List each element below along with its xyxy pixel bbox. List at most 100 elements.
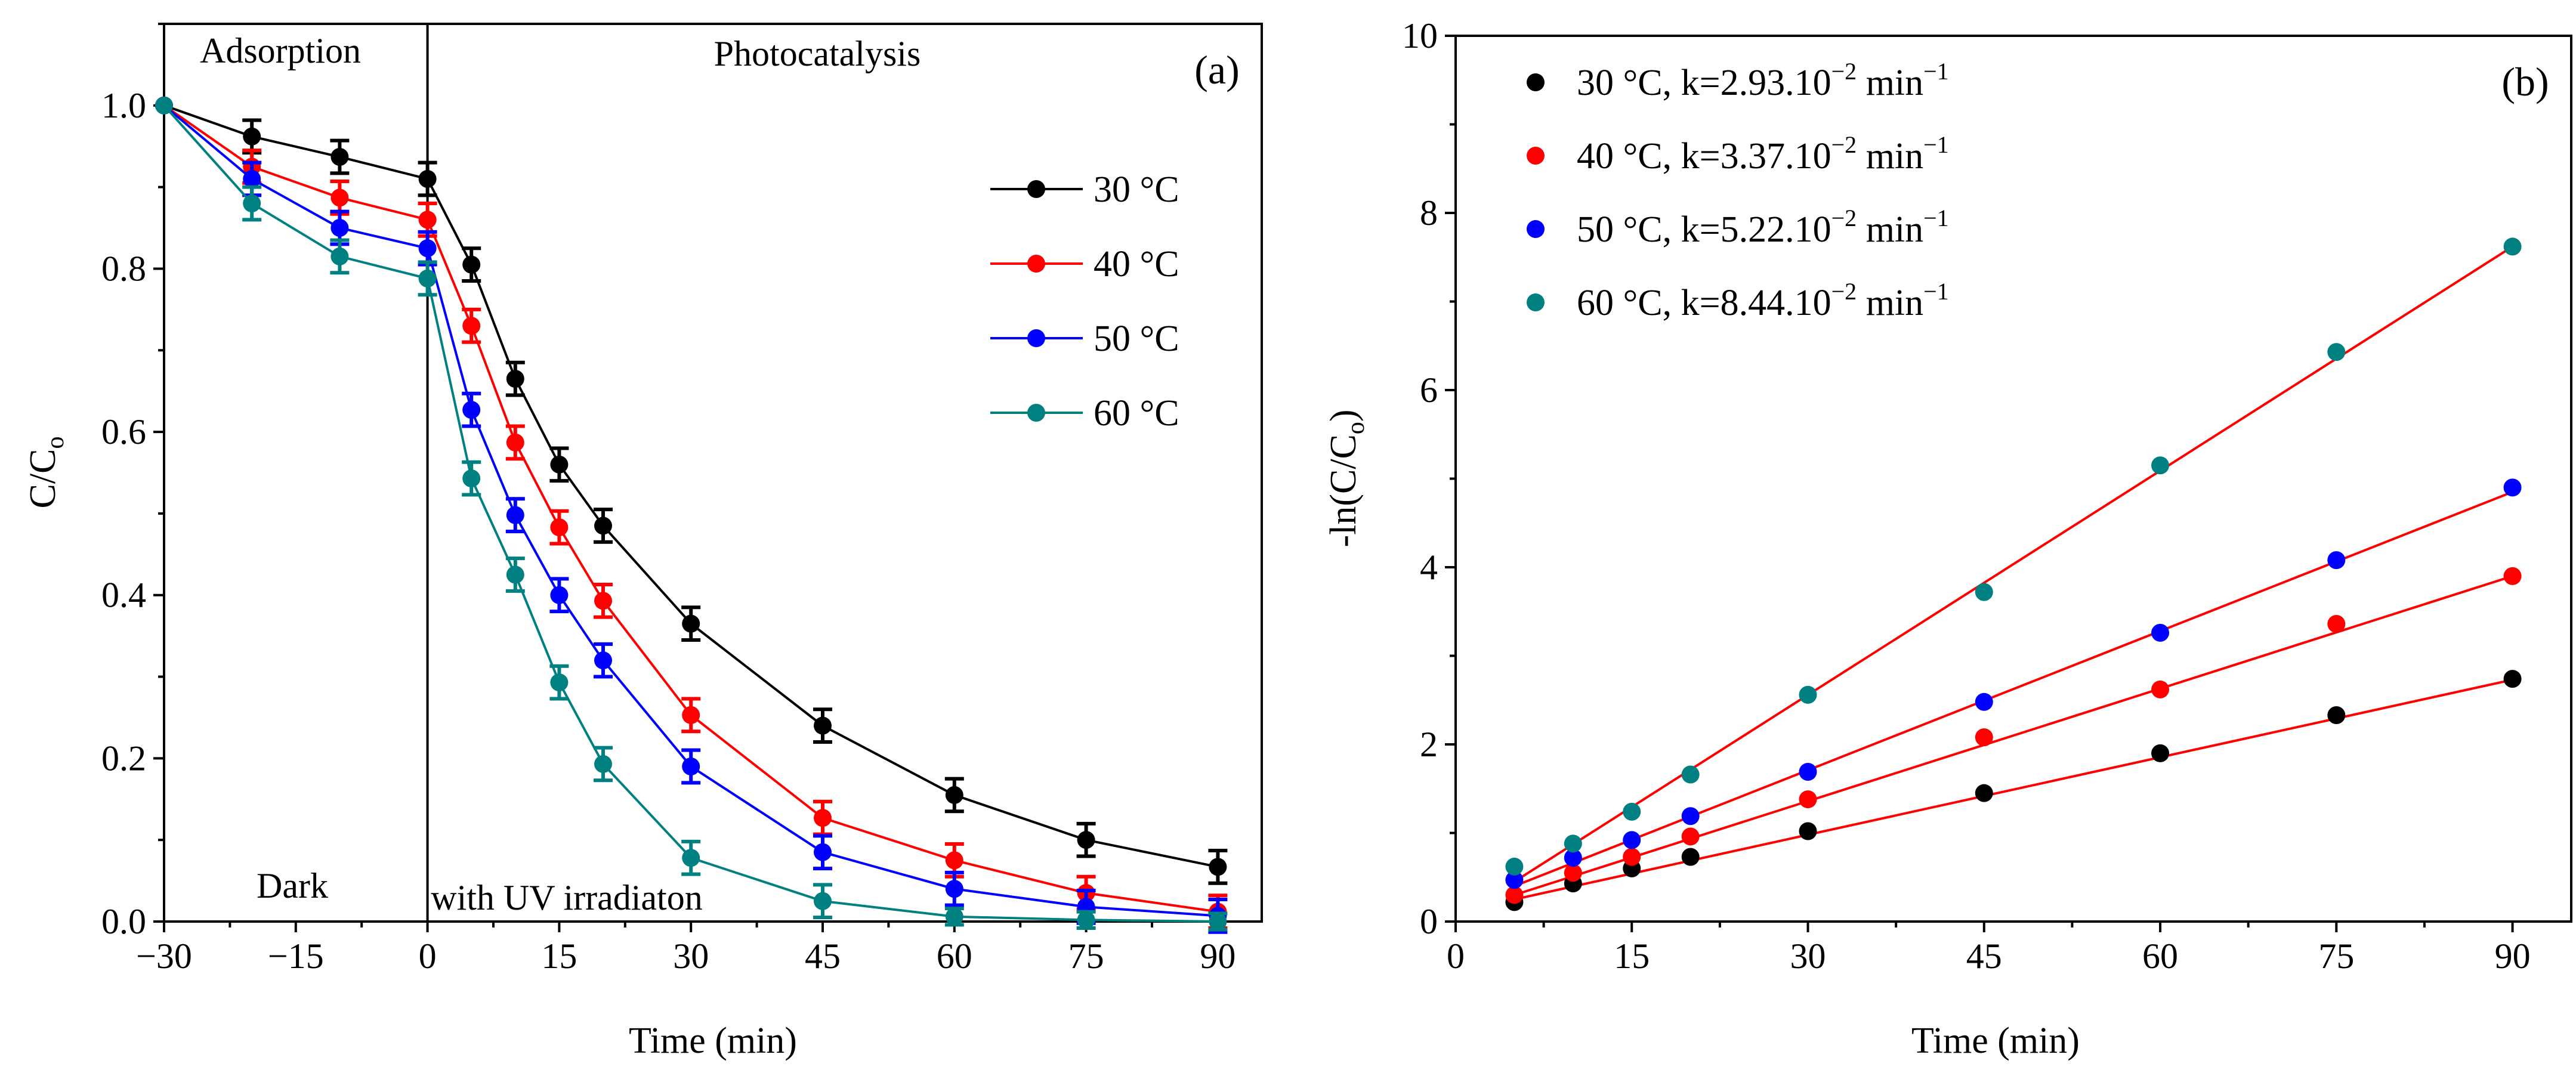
data-point-60C: [506, 565, 524, 584]
data-point-40C: [1681, 827, 1700, 846]
data-point-60C: [945, 907, 963, 926]
data-point-40C: [1564, 864, 1582, 882]
data-point-50C: [2327, 551, 2346, 570]
data-point-30C: [243, 127, 261, 146]
data-point-50C: [418, 239, 437, 258]
panel-a-degradation-chart: (a) Adsorption Photocatalysis Dark with …: [23, 23, 1263, 1061]
panel-a-series: [155, 96, 1228, 934]
data-point-30C: [1681, 848, 1700, 866]
data-point-30C: [1209, 858, 1227, 876]
panel-b-fit-lines: [1514, 245, 2513, 901]
panel-b-series: [1505, 237, 2522, 911]
y-tick-label: 10: [1402, 16, 1438, 55]
data-point-50C: [331, 219, 349, 237]
fit-line-40C: [1514, 574, 2513, 896]
data-point-60C: [1623, 802, 1641, 821]
data-point-40C: [682, 706, 700, 724]
data-point-60C: [1077, 911, 1095, 929]
legend-marker-50C: [1027, 329, 1045, 347]
data-point-50C: [1623, 831, 1641, 849]
data-point-50C: [1975, 692, 1993, 711]
region-label-dark: Dark: [257, 866, 328, 905]
x-tick-label: 30: [673, 936, 709, 976]
data-point-60C: [1681, 765, 1700, 784]
data-point-50C: [1564, 849, 1582, 867]
data-point-30C: [2151, 744, 2170, 762]
legend-label-50C: 50 °C, k=5.22.10−2 min−1: [1577, 205, 1949, 250]
data-point-30C: [1975, 784, 1993, 802]
legend-label-30C: 30 °C: [1094, 169, 1179, 210]
panel-a-ticks: −30 −15 0 15 30 45 60 75 90 0.0 0.2 0.4 0.6 0.8 1.0: [101, 23, 1236, 976]
data-point-60C: [550, 673, 569, 692]
data-point-40C: [2327, 615, 2346, 633]
x-tick-label: −30: [136, 936, 192, 976]
series-line-50C: [163, 104, 1218, 917]
x-tick-label: 30: [1790, 936, 1826, 976]
region-label-photocatalysis: Photocatalysis: [714, 34, 921, 73]
data-point-60C: [1505, 857, 1524, 876]
data-point-40C: [1799, 790, 1817, 809]
data-point-40C: [2151, 680, 2170, 698]
data-point-60C: [594, 755, 612, 773]
data-point-50C: [1505, 871, 1524, 889]
data-point-40C: [1505, 886, 1524, 904]
data-point-60C: [1564, 834, 1582, 853]
panel-b-legend: 30 °C, k=2.93.10−2 min−1 40 °C, k=3.37.10…: [1527, 58, 1949, 323]
data-point-40C: [1975, 728, 1993, 747]
data-point-50C: [682, 758, 700, 776]
legend-label-40C: 40 °C: [1094, 244, 1179, 285]
x-tick-label: 90: [1200, 936, 1236, 976]
data-point-40C: [506, 433, 524, 452]
data-point-60C: [2327, 343, 2346, 361]
y-tick-label: 1.0: [101, 86, 146, 125]
y-tick-label: 6: [1420, 370, 1438, 410]
x-tick-label: 90: [2495, 936, 2531, 976]
x-tick-label: 45: [805, 936, 841, 976]
data-point-60C: [2151, 456, 2170, 475]
series-line-40C: [163, 104, 1218, 913]
data-point-40C: [1623, 848, 1641, 866]
x-tick-label: 75: [2318, 936, 2354, 976]
y-tick-label: 0.2: [101, 738, 146, 778]
data-point-60C: [1799, 685, 1817, 704]
legend-marker-60C: [1527, 293, 1545, 311]
x-tick-label: 75: [1068, 936, 1104, 976]
panel-b-ticks: 0 15 30 45 60 75 90 0 2 4 6 8 10: [1402, 16, 2531, 976]
data-point-50C: [945, 880, 963, 898]
data-point-60C: [1975, 583, 1993, 601]
x-tick-label: −15: [268, 936, 324, 976]
x-tick-label: 45: [1966, 936, 2002, 976]
legend-label-60C: 60 °C, k=8.44.10−2 min−1: [1577, 278, 1949, 323]
x-tick-label: 60: [937, 936, 972, 976]
y-tick-label: 0.0: [101, 902, 146, 941]
legend-label-30C: 30 °C, k=2.93.10−2 min−1: [1577, 58, 1949, 103]
data-point-30C: [1077, 831, 1095, 849]
data-point-50C: [550, 586, 569, 604]
data-point-30C: [682, 614, 700, 633]
legend-marker-40C: [1527, 147, 1545, 165]
legend-marker-50C: [1527, 220, 1545, 238]
data-point-40C: [418, 211, 437, 229]
fit-line-50C: [1514, 490, 2513, 888]
data-point-60C: [462, 469, 481, 488]
panel-b-label: (b): [2501, 59, 2549, 104]
data-point-40C: [2503, 567, 2522, 585]
legend-marker-60C: [1027, 404, 1045, 422]
data-point-30C: [594, 517, 612, 535]
legend-marker-40C: [1027, 255, 1045, 273]
data-point-40C: [462, 317, 481, 335]
data-point-40C: [814, 809, 832, 827]
region-label-uv: with UV irradiaton: [431, 878, 702, 917]
legend-label-60C: 60 °C: [1094, 393, 1179, 434]
data-point-50C: [1799, 763, 1817, 781]
y-tick-label: 0.8: [101, 249, 146, 288]
region-label-adsorption: Adsorption: [200, 31, 361, 70]
panel-b-x-axis-label: Time (min): [1911, 1021, 2080, 1061]
data-point-60C: [1209, 913, 1227, 930]
panel-a-x-axis-label: Time (min): [629, 1021, 797, 1061]
data-point-30C: [2503, 670, 2522, 688]
panel-a-y-axis-label: C/Co: [23, 437, 69, 509]
data-point-50C: [2503, 478, 2522, 497]
legend-label-40C: 40 °C, k=3.37.10−2 min−1: [1577, 131, 1949, 177]
